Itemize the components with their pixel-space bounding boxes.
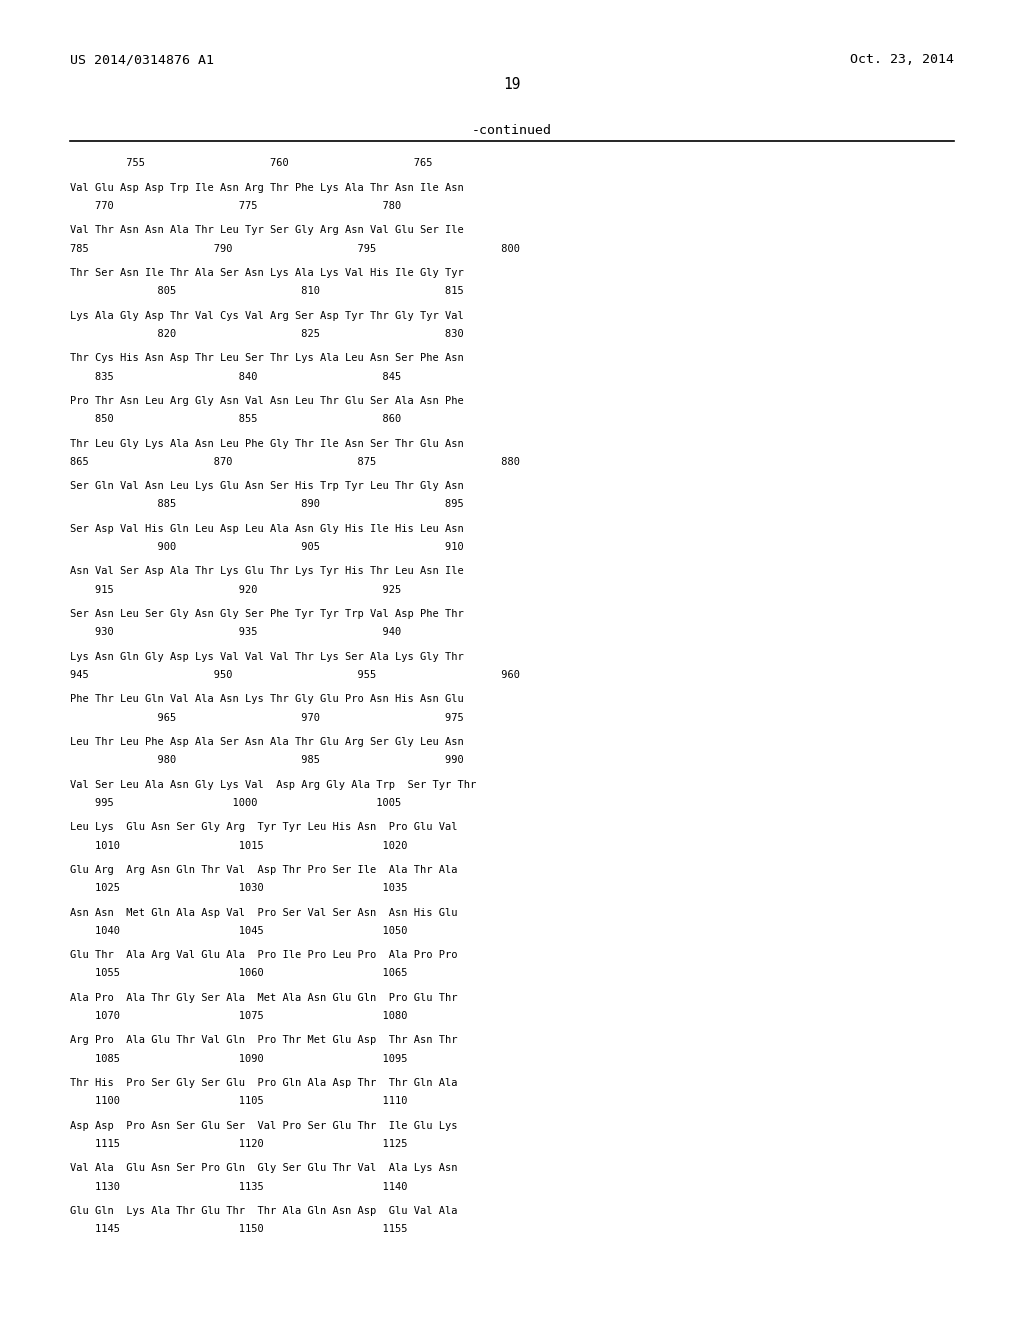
Text: Lys Asn Gln Gly Asp Lys Val Val Val Thr Lys Ser Ala Lys Gly Thr: Lys Asn Gln Gly Asp Lys Val Val Val Thr …: [70, 652, 464, 661]
Text: 900                    905                    910: 900 905 910: [70, 543, 464, 552]
Text: US 2014/0314876 A1: US 2014/0314876 A1: [70, 53, 214, 66]
Text: 930                    935                    940: 930 935 940: [70, 627, 400, 638]
Text: 19: 19: [503, 77, 521, 91]
Text: 980                    985                    990: 980 985 990: [70, 755, 464, 766]
Text: 850                    855                    860: 850 855 860: [70, 414, 400, 424]
Text: Glu Thr  Ala Arg Val Glu Ala  Pro Ile Pro Leu Pro  Ala Pro Pro: Glu Thr Ala Arg Val Glu Ala Pro Ile Pro …: [70, 950, 457, 960]
Text: Thr Ser Asn Ile Thr Ala Ser Asn Lys Ala Lys Val His Ile Gly Tyr: Thr Ser Asn Ile Thr Ala Ser Asn Lys Ala …: [70, 268, 464, 279]
Text: 1115                   1120                   1125: 1115 1120 1125: [70, 1139, 408, 1148]
Text: 820                    825                    830: 820 825 830: [70, 329, 464, 339]
Text: Glu Arg  Arg Asn Gln Thr Val  Asp Thr Pro Ser Ile  Ala Thr Ala: Glu Arg Arg Asn Gln Thr Val Asp Thr Pro …: [70, 865, 457, 875]
Text: Val Thr Asn Asn Ala Thr Leu Tyr Ser Gly Arg Asn Val Glu Ser Ile: Val Thr Asn Asn Ala Thr Leu Tyr Ser Gly …: [70, 226, 464, 235]
Text: Phe Thr Leu Gln Val Ala Asn Lys Thr Gly Glu Pro Asn His Asn Glu: Phe Thr Leu Gln Val Ala Asn Lys Thr Gly …: [70, 694, 464, 705]
Text: Ser Asp Val His Gln Leu Asp Leu Ala Asn Gly His Ile His Leu Asn: Ser Asp Val His Gln Leu Asp Leu Ala Asn …: [70, 524, 464, 533]
Text: 1070                   1075                   1080: 1070 1075 1080: [70, 1011, 408, 1022]
Text: Thr His  Pro Ser Gly Ser Glu  Pro Gln Ala Asp Thr  Thr Gln Ala: Thr His Pro Ser Gly Ser Glu Pro Gln Ala …: [70, 1078, 457, 1088]
Text: 1040                   1045                   1050: 1040 1045 1050: [70, 925, 408, 936]
Text: 1145                   1150                   1155: 1145 1150 1155: [70, 1225, 408, 1234]
Text: 865                    870                    875                    880: 865 870 875 880: [70, 457, 519, 467]
Text: Val Ala  Glu Asn Ser Pro Gln  Gly Ser Glu Thr Val  Ala Lys Asn: Val Ala Glu Asn Ser Pro Gln Gly Ser Glu …: [70, 1163, 457, 1173]
Text: 1130                   1135                   1140: 1130 1135 1140: [70, 1181, 408, 1192]
Text: 835                    840                    845: 835 840 845: [70, 372, 400, 381]
Text: Asn Asn  Met Gln Ala Asp Val  Pro Ser Val Ser Asn  Asn His Glu: Asn Asn Met Gln Ala Asp Val Pro Ser Val …: [70, 908, 457, 917]
Text: 965                    970                    975: 965 970 975: [70, 713, 464, 722]
Text: -continued: -continued: [472, 124, 552, 137]
Text: Lys Ala Gly Asp Thr Val Cys Val Arg Ser Asp Tyr Thr Gly Tyr Val: Lys Ala Gly Asp Thr Val Cys Val Arg Ser …: [70, 310, 464, 321]
Text: Pro Thr Asn Leu Arg Gly Asn Val Asn Leu Thr Glu Ser Ala Asn Phe: Pro Thr Asn Leu Arg Gly Asn Val Asn Leu …: [70, 396, 464, 407]
Text: 1025                   1030                   1035: 1025 1030 1035: [70, 883, 408, 894]
Text: 805                    810                    815: 805 810 815: [70, 286, 464, 296]
Text: Glu Gln  Lys Ala Thr Glu Thr  Thr Ala Gln Asn Asp  Glu Val Ala: Glu Gln Lys Ala Thr Glu Thr Thr Ala Gln …: [70, 1206, 457, 1216]
Text: 755                    760                    765: 755 760 765: [70, 158, 432, 169]
Text: Val Ser Leu Ala Asn Gly Lys Val  Asp Arg Gly Ala Trp  Ser Tyr Thr: Val Ser Leu Ala Asn Gly Lys Val Asp Arg …: [70, 780, 476, 789]
Text: Ser Gln Val Asn Leu Lys Glu Asn Ser His Trp Tyr Leu Thr Gly Asn: Ser Gln Val Asn Leu Lys Glu Asn Ser His …: [70, 482, 464, 491]
Text: Asn Val Ser Asp Ala Thr Lys Glu Thr Lys Tyr His Thr Leu Asn Ile: Asn Val Ser Asp Ala Thr Lys Glu Thr Lys …: [70, 566, 464, 577]
Text: 1010                   1015                   1020: 1010 1015 1020: [70, 841, 408, 850]
Text: 1055                   1060                   1065: 1055 1060 1065: [70, 969, 408, 978]
Text: Thr Cys His Asn Asp Thr Leu Ser Thr Lys Ala Leu Asn Ser Phe Asn: Thr Cys His Asn Asp Thr Leu Ser Thr Lys …: [70, 354, 464, 363]
Text: 1085                   1090                   1095: 1085 1090 1095: [70, 1053, 408, 1064]
Text: 785                    790                    795                    800: 785 790 795 800: [70, 244, 519, 253]
Text: 885                    890                    895: 885 890 895: [70, 499, 464, 510]
Text: 770                    775                    780: 770 775 780: [70, 201, 400, 211]
Text: Leu Lys  Glu Asn Ser Gly Arg  Tyr Tyr Leu His Asn  Pro Glu Val: Leu Lys Glu Asn Ser Gly Arg Tyr Tyr Leu …: [70, 822, 457, 833]
Text: Thr Leu Gly Lys Ala Asn Leu Phe Gly Thr Ile Asn Ser Thr Glu Asn: Thr Leu Gly Lys Ala Asn Leu Phe Gly Thr …: [70, 438, 464, 449]
Text: Arg Pro  Ala Glu Thr Val Gln  Pro Thr Met Glu Asp  Thr Asn Thr: Arg Pro Ala Glu Thr Val Gln Pro Thr Met …: [70, 1035, 457, 1045]
Text: Leu Thr Leu Phe Asp Ala Ser Asn Ala Thr Glu Arg Ser Gly Leu Asn: Leu Thr Leu Phe Asp Ala Ser Asn Ala Thr …: [70, 737, 464, 747]
Text: Val Glu Asp Asp Trp Ile Asn Arg Thr Phe Lys Ala Thr Asn Ile Asn: Val Glu Asp Asp Trp Ile Asn Arg Thr Phe …: [70, 182, 464, 193]
Text: Ala Pro  Ala Thr Gly Ser Ala  Met Ala Asn Glu Gln  Pro Glu Thr: Ala Pro Ala Thr Gly Ser Ala Met Ala Asn …: [70, 993, 457, 1003]
Text: Ser Asn Leu Ser Gly Asn Gly Ser Phe Tyr Tyr Trp Val Asp Phe Thr: Ser Asn Leu Ser Gly Asn Gly Ser Phe Tyr …: [70, 609, 464, 619]
Text: 1100                   1105                   1110: 1100 1105 1110: [70, 1097, 408, 1106]
Text: 915                    920                    925: 915 920 925: [70, 585, 400, 595]
Text: Oct. 23, 2014: Oct. 23, 2014: [850, 53, 954, 66]
Text: 995                   1000                   1005: 995 1000 1005: [70, 799, 400, 808]
Text: Asp Asp  Pro Asn Ser Glu Ser  Val Pro Ser Glu Thr  Ile Glu Lys: Asp Asp Pro Asn Ser Glu Ser Val Pro Ser …: [70, 1121, 457, 1131]
Text: 945                    950                    955                    960: 945 950 955 960: [70, 671, 519, 680]
